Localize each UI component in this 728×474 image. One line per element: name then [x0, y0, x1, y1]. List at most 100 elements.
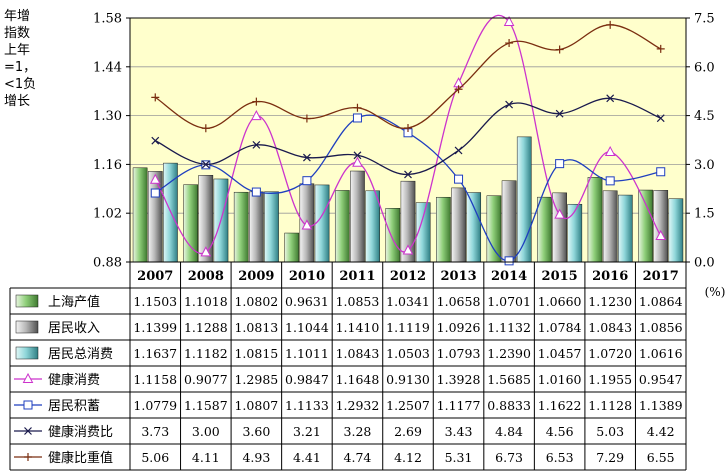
- data-label: 3.28: [344, 424, 372, 439]
- data-point-marker: [151, 93, 160, 102]
- data-point-marker: [252, 97, 261, 106]
- legend-label: 健康消费比: [48, 424, 113, 440]
- data-label: 1.1587: [184, 398, 228, 413]
- data-label: 1.1410: [336, 320, 380, 335]
- data-label: 5.06: [141, 450, 169, 465]
- data-point-marker: [555, 45, 564, 54]
- data-point-marker: [149, 173, 161, 184]
- data-label: 1.0457: [538, 346, 582, 361]
- data-label: 1.1955: [588, 372, 632, 387]
- bar: [249, 191, 264, 263]
- data-label: 1.2390: [487, 346, 531, 361]
- x-tick-label: 2010: [289, 269, 325, 284]
- legend-swatch: [15, 294, 39, 308]
- y2-tick-label: 1.5: [694, 207, 715, 222]
- data-label: 1.1044: [285, 320, 329, 335]
- data-label: 4.11: [192, 450, 220, 465]
- data-label: 1.1399: [133, 320, 177, 335]
- bar: [183, 184, 198, 263]
- x-tick-label: 2016: [592, 269, 628, 284]
- data-label: 1.1230: [588, 294, 632, 309]
- data-point-marker: [404, 123, 412, 132]
- data-label: 4.12: [394, 450, 422, 465]
- data-label: 1.1177: [437, 398, 481, 413]
- data-label: 1.1637: [133, 346, 177, 361]
- data-point-marker: [404, 170, 412, 179]
- data-label: 4.42: [647, 424, 675, 439]
- data-point-marker: [301, 219, 313, 230]
- data-label: 6.73: [495, 450, 523, 465]
- data-label: 0.9847: [285, 372, 329, 387]
- y-tick-label: 1.16: [93, 158, 122, 173]
- bar: [233, 191, 249, 263]
- data-point-marker: [504, 256, 514, 266]
- data-label: 6.53: [546, 450, 574, 465]
- data-label: 1.0701: [487, 294, 531, 309]
- data-label: 5.03: [596, 424, 624, 439]
- data-label: 1.1389: [639, 398, 683, 413]
- x-tick-label: 2012: [390, 269, 426, 284]
- data-label: 1.2985: [234, 372, 278, 387]
- data-point-marker: [454, 146, 463, 155]
- data-label: 1.0815: [234, 346, 278, 361]
- data-label: 1.0853: [336, 294, 380, 309]
- data-label: 1.1018: [184, 294, 228, 309]
- data-label: 1.2507: [386, 398, 430, 413]
- data-label: 1.1648: [336, 372, 380, 387]
- data-point-marker: [656, 167, 666, 177]
- legend-label: 居民积蓄: [48, 399, 100, 414]
- left-axis-label-line: 上年: [4, 43, 31, 58]
- data-point-marker: [352, 113, 362, 123]
- data-point-marker: [606, 20, 615, 29]
- y-tick-label: 1.58: [93, 12, 122, 27]
- data-label: 7.29: [596, 450, 624, 465]
- data-point-marker: [201, 124, 210, 133]
- bar: [537, 196, 552, 263]
- bar: [638, 189, 653, 263]
- data-label: 4.93: [242, 450, 270, 465]
- bar: [552, 192, 567, 263]
- data-point-marker: [554, 208, 565, 219]
- bar: [350, 170, 365, 263]
- data-point-marker: [353, 151, 362, 160]
- data-label: 4.74: [344, 450, 372, 465]
- data-point-marker: [505, 100, 514, 109]
- data-label: 1.1503: [133, 294, 177, 309]
- data-label: 4.41: [293, 450, 321, 465]
- bar: [365, 190, 380, 263]
- x-tick-label: 2008: [188, 269, 224, 284]
- data-label: 1.2932: [336, 398, 380, 413]
- data-point-marker: [503, 15, 515, 27]
- left-axis-label-line: 增长: [4, 94, 31, 109]
- data-label: 1.0720: [588, 346, 632, 361]
- data-point-marker: [201, 160, 210, 169]
- data-point-marker: [200, 246, 212, 257]
- data-label: 1.0843: [336, 346, 380, 361]
- data-label: 1.1132: [487, 320, 531, 335]
- bar: [147, 171, 163, 263]
- data-label: 3.73: [141, 424, 169, 439]
- data-point-marker: [352, 156, 363, 167]
- data-label: 1.0160: [538, 372, 582, 387]
- data-label: 4.56: [546, 424, 574, 439]
- data-label: 1.5685: [487, 372, 531, 387]
- legend-swatch: [15, 346, 39, 360]
- left-axis-label-line: =1，: [4, 60, 37, 75]
- bar: [436, 196, 451, 263]
- data-point-marker: [454, 174, 464, 184]
- data-point-marker: [555, 159, 565, 169]
- data-label: 1.3928: [437, 372, 481, 387]
- data-point-marker: [656, 114, 665, 123]
- data-label: 3.60: [242, 424, 270, 439]
- data-label: 1.0807: [234, 398, 278, 413]
- data-label: 1.1182: [184, 346, 228, 361]
- data-point-marker: [150, 188, 160, 198]
- data-label: 0.9130: [386, 372, 430, 387]
- data-point-marker: [604, 145, 616, 157]
- y-tick-label: 1.02: [93, 207, 122, 222]
- data-point-marker: [505, 39, 514, 48]
- data-label: 6.55: [647, 450, 675, 465]
- data-label: 3.00: [192, 424, 220, 439]
- bar: [618, 194, 633, 263]
- y2-tick-label: 7.5: [694, 12, 715, 27]
